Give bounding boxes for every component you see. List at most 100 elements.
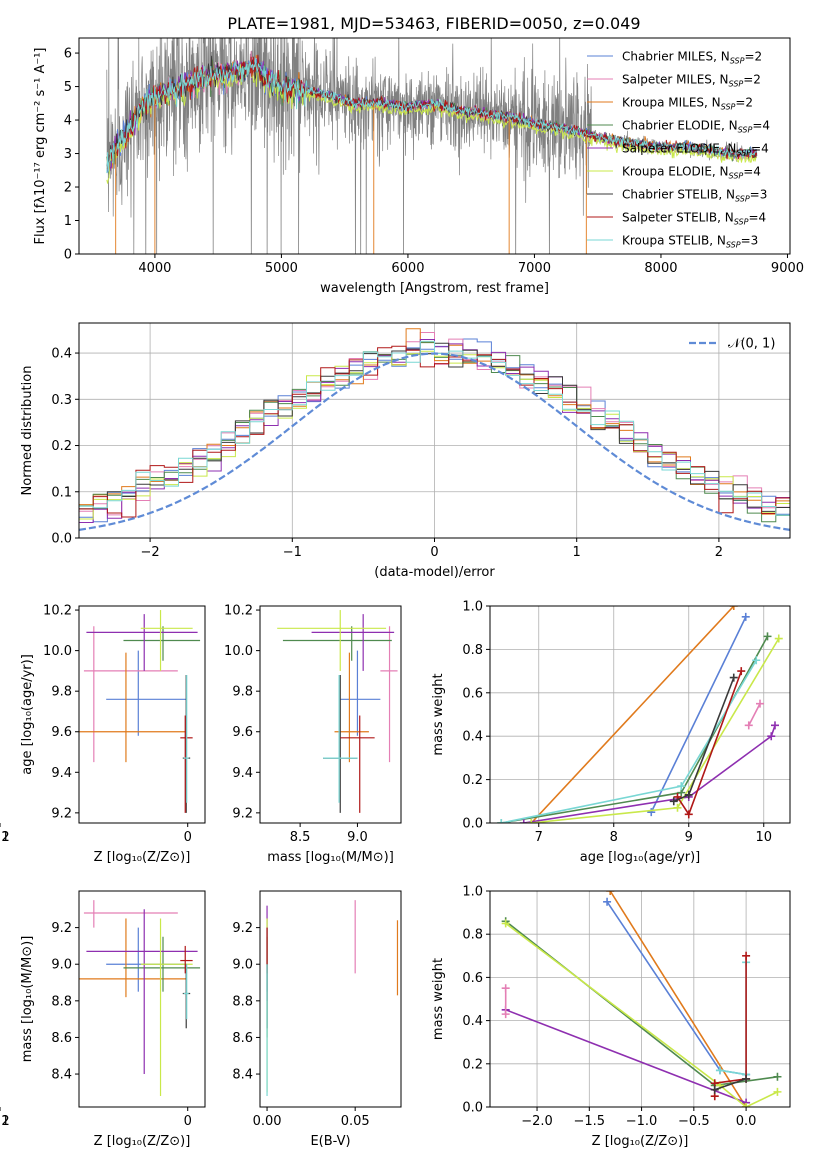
spectrum-panel: 4000 5000 6000 7000 8000 9000 0 1 2 3 4 5 6 wavelengt… [33, 37, 804, 296]
weight-point-marker [742, 1103, 751, 1107]
residual-histogram-step [79, 340, 790, 516]
x-tick-label: 0.00 [253, 1114, 282, 1129]
weight-point-marker [763, 632, 772, 641]
y-tick-label: 9.2 [51, 921, 72, 936]
y-tick-label: 6 [64, 47, 72, 62]
y-tick-label: 0.2 [51, 439, 72, 454]
y-axis-label: age [log₁₀(age/yr)] [20, 654, 35, 775]
x-tick-label: 5000 [265, 261, 298, 276]
weight-point-marker [756, 699, 764, 708]
weight-series [673, 667, 746, 819]
y-axis-label: mass [log₁₀(M/M⊙)] [20, 936, 35, 1063]
age-vs-mass-panel: 8.5 9.0 9.2 9.4 9.6 9.8 10.0 10.2 mass [log₁₀(M/… [224, 604, 402, 865]
axes-frame [78, 890, 206, 1108]
weight-series-line [531, 638, 780, 823]
y-tick-label: 9.2 [232, 921, 253, 936]
errorbar-point [106, 650, 187, 736]
plot-area [106, 38, 758, 254]
weight-series [710, 951, 751, 1101]
weight-point-marker [773, 1072, 782, 1081]
weight-point-marker [729, 673, 738, 682]
weight-point-marker [741, 612, 750, 621]
legend-label: Chabrier STELIB, NSSP=3 [622, 188, 767, 204]
plot-area [277, 610, 398, 813]
weight-point-marker [752, 656, 761, 665]
legend-label: Kroupa STELIB, NSSP=3 [622, 234, 758, 250]
weight-point-marker [603, 897, 612, 906]
errorbar-point [323, 674, 358, 813]
weight-series-line [713, 955, 747, 1097]
y-tick-label: 0.3 [51, 393, 72, 408]
y-tick-label: 0.6 [462, 686, 483, 701]
axes-overlay: −2 −1 0 1 2 0.0 0.1 0.2 0.3 0.4 (data-model)/error… [20, 322, 791, 580]
x-tick-label: 6000 [391, 261, 424, 276]
x-tick-label: 10 [755, 830, 772, 845]
y-tick-label: 9.0 [232, 958, 253, 973]
weight-series [669, 673, 738, 806]
x-tick-label: 0 [430, 545, 438, 560]
plot-area [79, 900, 201, 1097]
weight-point-marker [715, 1066, 724, 1075]
x-axis-label: E(B-V) [310, 1134, 350, 1149]
y-tick-label: 1.0 [462, 885, 483, 900]
y-axis-label: mass weight [431, 673, 446, 755]
legend-label: Chabrier ELODIE, NSSP=4 [622, 119, 770, 135]
x-tick-label: −1 [0, 1114, 10, 1129]
y-tick-label: 0.0 [462, 1101, 483, 1116]
x-tick-label: −2.0 [521, 1114, 553, 1129]
y-tick-label: 8.8 [51, 994, 72, 1009]
weight-series [647, 612, 750, 817]
y-axis-label: Normed distribution [20, 366, 35, 496]
y-tick-label: 0.0 [51, 532, 72, 547]
weight-series-line [523, 725, 776, 823]
errorbar-point [183, 674, 189, 803]
weight-point-marker [497, 819, 506, 823]
x-tick-label: 1 [573, 545, 581, 560]
plot-area [79, 328, 790, 531]
y-tick-label: 10.0 [224, 644, 253, 659]
weight-point-marker [684, 790, 693, 799]
weight-point-marker [771, 721, 779, 730]
x-axis-label: age [log₁₀(age/yr)] [580, 850, 701, 865]
axes-frame [259, 890, 402, 1108]
figure-title: PLATE=1981, MJD=53463, FIBERID=0050, z=0… [227, 14, 640, 33]
residuals-panel: −2 −1 0 1 2 0.0 0.1 0.2 0.3 0.4 (data-model)/error… [20, 322, 791, 580]
errorbar-point [323, 674, 358, 803]
spectrum-legend: Chabrier MILES, NSSP=2 Salpeter MILES, NS… [587, 50, 770, 250]
errorbar-point [140, 918, 193, 1097]
age-vs-metallicity-panel: −2−1 0 9.2 9.4 9.6 9.8 10.0 10.2 Z [log₁₀(Z/Z⊙)]… [0, 604, 206, 865]
errorbar-point [340, 715, 375, 813]
errorbar-point [83, 900, 178, 928]
weight-point-marker [684, 810, 693, 819]
errorbar-point [79, 652, 187, 763]
x-tick-label: −0.5 [678, 1114, 710, 1129]
plot-area [266, 900, 399, 1097]
weight-point-marker [767, 732, 776, 741]
weight-point-marker [501, 919, 510, 928]
x-axis-label: mass [log₁₀(M/M⊙)] [267, 850, 394, 865]
axes-overlay: 4000 5000 6000 7000 8000 9000 0 1 2 3 4 5 6 wavelengt… [33, 37, 804, 296]
weight-point-marker [677, 782, 686, 791]
residual-histogram-step [79, 345, 790, 518]
y-tick-label: 0.4 [462, 1014, 483, 1029]
weight-vs-metallicity-panel: −2.0 −1.5 −1.0 −0.5 0.0 0.0 0.2 0.4 0.6 0.8 1.0 Z [… [431, 885, 791, 1149]
weight-series-line [714, 1078, 747, 1091]
x-tick-label: 8 [610, 830, 618, 845]
weight-series-line [748, 703, 761, 726]
errorbar-point [311, 614, 395, 671]
y-axis-label: mass weight [431, 958, 446, 1040]
y-tick-label: 8.4 [51, 1068, 72, 1083]
axes-frame [489, 605, 791, 824]
x-tick-label: −1.0 [626, 1114, 658, 1129]
weight-series [501, 984, 510, 1019]
y-tick-label: 0.6 [462, 971, 483, 986]
x-axis-label: wavelength [Angstrom, rest frame] [320, 281, 549, 296]
y-tick-label: 0.4 [462, 730, 483, 745]
weight-point-marker [519, 819, 528, 823]
weight-series-line [505, 1009, 747, 1104]
y-tick-label: 9.2 [51, 806, 72, 821]
x-tick-label: 0.05 [341, 1114, 370, 1129]
normal-distribution-curve [79, 352, 790, 531]
y-tick-label: 2 [64, 181, 72, 196]
